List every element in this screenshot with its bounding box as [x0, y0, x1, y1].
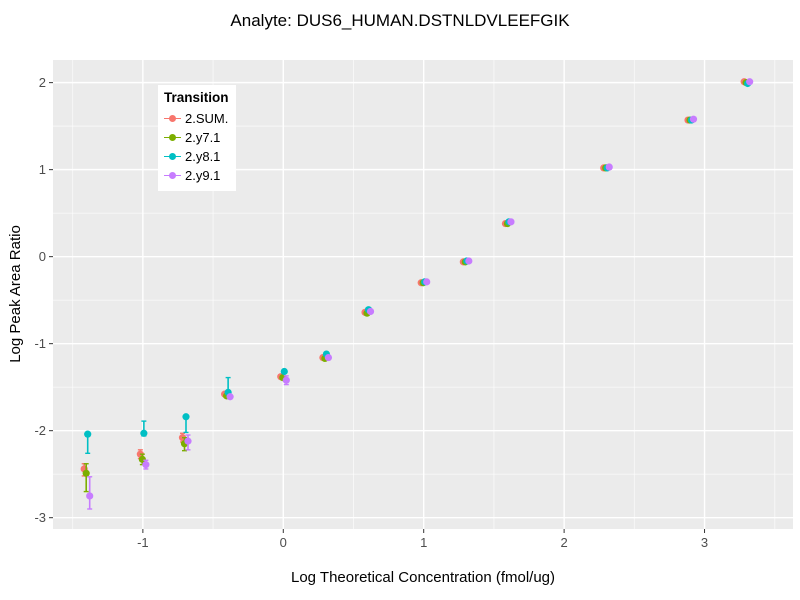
plot-title: Analyte: DUS6_HUMAN.DSTNLDVLEEFGIK: [230, 11, 570, 30]
legend-items: 2.SUM. 2.y7.1 2.y8.1 2.y9.1: [164, 109, 230, 185]
legend-key-dot: [169, 115, 176, 122]
data-point: [86, 492, 94, 500]
legend-key-dot: [169, 134, 176, 141]
legend-key-icon: [164, 114, 181, 124]
data-point: [280, 367, 288, 376]
x-tick-label: 2: [561, 535, 568, 550]
x-tick-label: 3: [701, 535, 708, 550]
data-point: [282, 376, 290, 384]
data-point: [140, 429, 148, 437]
data-point: [226, 393, 234, 401]
legend-key-dot: [169, 172, 176, 179]
data-point: [142, 461, 150, 469]
data-point: [366, 307, 375, 316]
x-tick-label: 1: [420, 535, 427, 550]
legend-item-2y71: 2.y7.1: [164, 128, 230, 147]
legend-item-label: 2.y9.1: [185, 168, 221, 183]
data-point: [182, 413, 190, 421]
legend-key-icon: [164, 133, 181, 143]
legend-key-dot: [169, 153, 176, 160]
data-point: [507, 218, 515, 226]
data-point: [184, 437, 192, 445]
x-tick-label: 0: [280, 535, 287, 550]
legend-item-2y91: 2.y9.1: [164, 166, 230, 185]
y-tick-label: -1: [34, 336, 46, 351]
data-point: [82, 469, 90, 477]
y-tick-label: 2: [39, 75, 46, 90]
y-tick-label: 1: [39, 162, 46, 177]
x-axis-title: Log Theoretical Concentration (fmol/ug): [290, 569, 556, 586]
legend-key-icon: [164, 152, 181, 162]
y-tick-label: 0: [39, 249, 46, 264]
x-tick-label: -1: [137, 535, 149, 550]
data-point: [689, 115, 698, 123]
y-axis-title: Log Peak Area Ratio: [7, 225, 24, 363]
legend-item-label: 2.y8.1: [185, 149, 221, 164]
legend-item-label: 2.SUM.: [185, 111, 229, 126]
legend-item-2y81: 2.y8.1: [164, 147, 230, 166]
y-tick-label: -3: [34, 510, 46, 525]
y-tick-label: -2: [34, 423, 46, 438]
data-point: [465, 257, 473, 265]
legend-item-2sum: 2.SUM.: [164, 109, 230, 128]
data-point: [423, 278, 431, 286]
legend-title: Transition: [164, 90, 229, 105]
data-point: [746, 78, 754, 86]
legend-key-icon: [164, 171, 181, 181]
legend-item-label: 2.y7.1: [185, 130, 221, 145]
data-point: [138, 455, 146, 463]
legend: Transition 2.SUM. 2.y7.1 2.y8.1 2.y9.1: [158, 85, 236, 191]
data-point: [324, 353, 333, 362]
data-point: [605, 163, 613, 171]
data-point: [84, 430, 92, 438]
